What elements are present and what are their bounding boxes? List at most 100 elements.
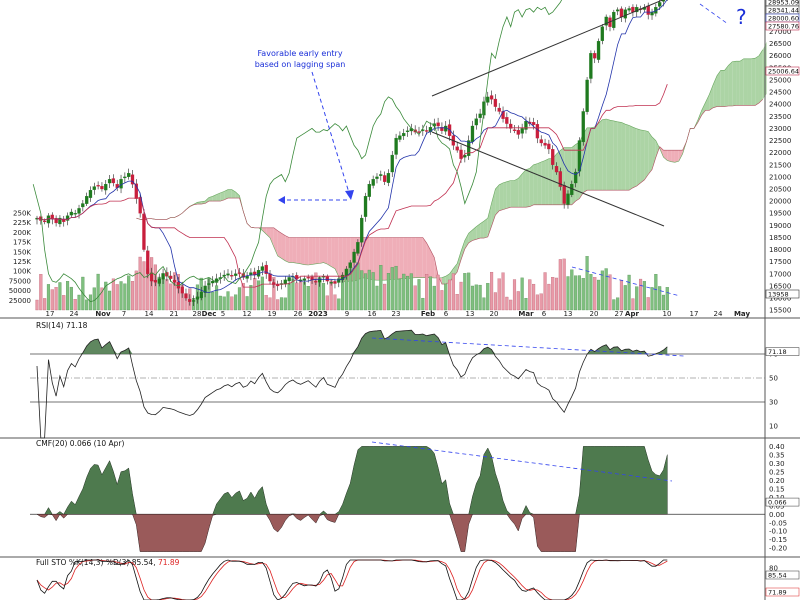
candle-body <box>161 273 165 280</box>
cloud-segment <box>483 218 488 239</box>
candle-body <box>199 291 203 299</box>
candle-body <box>554 166 559 173</box>
volume-bar <box>325 295 329 311</box>
candle-body <box>226 273 230 276</box>
volume-bar <box>665 287 669 311</box>
cloud-segment <box>625 124 630 191</box>
cloud-segment <box>755 55 759 106</box>
volume-tick-label: 150K <box>13 248 31 256</box>
volume-bar <box>627 274 631 311</box>
last-value-label: 28000.60 <box>768 15 799 23</box>
candle-body <box>100 186 104 190</box>
volume-bar <box>658 286 662 311</box>
volume-bar <box>470 285 475 311</box>
volume-bar <box>123 283 127 311</box>
cloud-segment <box>411 237 416 279</box>
volume-bar <box>581 278 585 311</box>
volume-bar <box>639 278 643 311</box>
volume-bar <box>539 293 543 311</box>
cloud-segment <box>713 75 717 108</box>
volume-bar <box>134 270 138 311</box>
volume-bar <box>566 276 570 311</box>
sto-d-label: 71.89 <box>768 589 787 597</box>
candle-body <box>478 113 482 118</box>
cloud-segment <box>644 130 649 180</box>
cloud-segment <box>296 237 301 264</box>
volume-bar <box>528 279 532 311</box>
cloud-segment <box>266 227 271 238</box>
cloud-segment <box>716 70 721 107</box>
volume-bar <box>459 281 463 311</box>
volume-bar <box>497 278 501 311</box>
price-tick-label: 23000 <box>769 125 791 133</box>
candle-body <box>42 220 47 223</box>
candle-body <box>543 142 547 146</box>
volume-bar <box>413 285 417 311</box>
cloud-segment <box>590 126 595 191</box>
volume-bar <box>39 274 43 311</box>
candle-body <box>623 9 627 19</box>
volume-bar <box>138 256 142 311</box>
volume-tick-label: 250K <box>13 210 31 218</box>
cloud-segment <box>529 164 534 207</box>
candle-body <box>65 215 70 221</box>
cloud-segment <box>369 237 374 280</box>
x-tick-label: 17 <box>690 310 699 318</box>
volume-bar <box>230 296 234 311</box>
cloud-segment <box>506 180 511 209</box>
cmf-tick-label: -0.15 <box>769 536 787 544</box>
cloud-segment <box>224 189 228 200</box>
cloud-segment <box>747 58 752 106</box>
x-tick-label: Feb <box>421 310 435 318</box>
candle-body <box>516 129 520 135</box>
lagging-arrow-head <box>278 196 285 204</box>
volume-bar <box>66 281 70 311</box>
price-tick-label: 21500 <box>769 161 791 169</box>
volume-bar <box>375 285 379 311</box>
cloud-segment <box>468 229 473 243</box>
cloud-segment <box>312 237 316 265</box>
volume-bar <box>532 283 536 311</box>
sto-d-line <box>36 559 668 600</box>
volume-bar <box>570 269 574 311</box>
candle-body <box>566 193 570 205</box>
cloud-segment <box>709 84 714 111</box>
candle-body <box>539 139 543 144</box>
volume-bar <box>589 274 593 311</box>
volume-bar <box>291 278 295 311</box>
candle-body <box>600 26 605 41</box>
candle-body <box>596 41 601 60</box>
candle-body <box>470 125 475 142</box>
x-tick-label: 19 <box>268 310 277 318</box>
volume-last-box <box>765 289 800 299</box>
cloud-segment <box>671 150 675 163</box>
candle-body <box>85 196 89 204</box>
rsi-tick-label: 50 <box>769 375 778 383</box>
tenkan-sen <box>36 0 668 294</box>
candle-body <box>615 9 620 12</box>
candle-body <box>455 146 459 151</box>
volume-bar <box>276 299 280 311</box>
senkou-span-a <box>136 49 764 283</box>
volume-bar <box>524 298 528 311</box>
candle-body <box>295 275 299 279</box>
cloud-segment <box>632 127 637 188</box>
volume-bar <box>104 281 108 311</box>
volume-bar <box>398 278 402 311</box>
cloud-segment <box>384 237 389 281</box>
volume-bar <box>371 272 375 311</box>
cloud-segment <box>228 189 232 199</box>
upper-trend-line <box>431 0 664 97</box>
x-tick-label: 13 <box>564 310 573 318</box>
volume-bar <box>577 275 581 311</box>
volume-bar <box>642 281 646 311</box>
x-tick-label: 9 <box>345 310 349 318</box>
sto-d-box <box>765 587 800 597</box>
candle-body <box>146 250 150 274</box>
candle-body <box>237 272 242 274</box>
volume-bar <box>451 273 455 311</box>
price-tick-label: 17500 <box>769 258 791 266</box>
candle-body <box>195 296 200 300</box>
volume-bar <box>482 297 486 311</box>
volume-bar <box>333 294 337 311</box>
